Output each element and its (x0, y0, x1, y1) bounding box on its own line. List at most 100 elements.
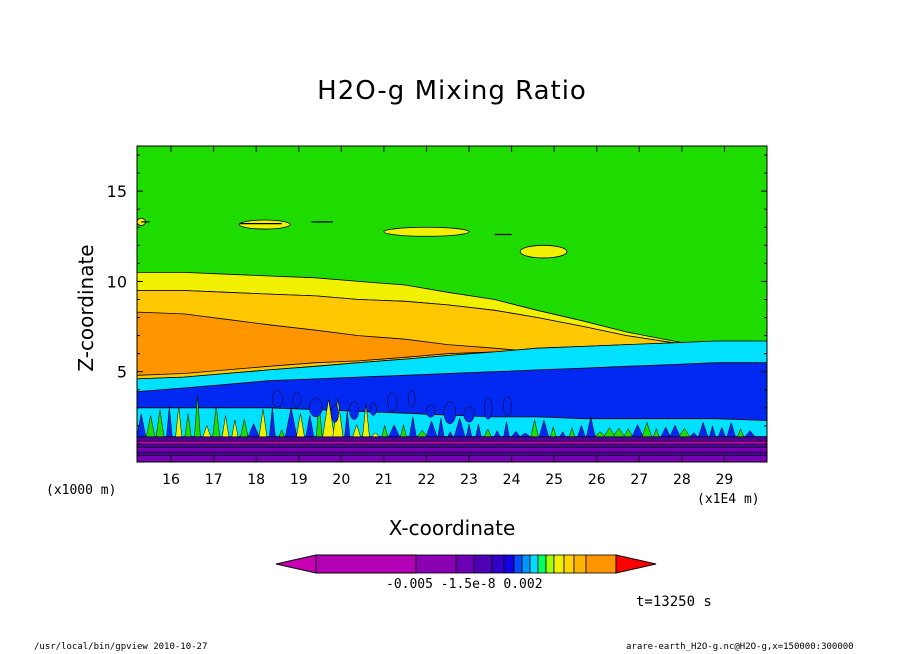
spike-1948 (315, 403, 323, 437)
spike-2938 (737, 428, 745, 437)
spike-2124 (388, 424, 401, 437)
spike-2652 (612, 427, 626, 437)
colorbar-seg-7 (521, 554, 531, 574)
spike-2080 (371, 432, 380, 437)
blotch-2165 (407, 390, 416, 408)
blotch-1850 (271, 390, 284, 408)
x-tick-label-24: 24 (503, 472, 521, 488)
y-axis-label: Z-coordinate (74, 244, 98, 372)
colorbar-seg-3 (473, 554, 493, 574)
spike-2410 (511, 430, 521, 437)
colorbar-labels: -0.005 -1.5e-8 0.002 (386, 577, 543, 592)
colorbar-seg-10 (545, 554, 555, 574)
y-axis-ticks: 5 10 15 (107, 154, 767, 445)
spike-1860 (278, 428, 285, 437)
x-tick-label-19: 19 (290, 472, 308, 488)
x-tick-label-21: 21 (375, 472, 393, 488)
spike-2828 (689, 432, 699, 437)
spike-2894 (717, 426, 726, 437)
spike-2036 (352, 423, 361, 437)
spike-1530 (137, 413, 147, 437)
spike-2520 (559, 431, 566, 437)
blotch-2300 (463, 406, 475, 423)
spike-1640 (184, 413, 192, 437)
spike-2454 (530, 419, 539, 437)
time-annotation: t=13250 s (636, 594, 712, 610)
blotch-2030 (349, 401, 359, 420)
colorbar-seg-1 (415, 554, 457, 574)
x-tick-label-28: 28 (673, 472, 691, 488)
spike-2498 (550, 425, 557, 437)
colorbar-seg-5 (503, 554, 515, 574)
x-scale-label: (x1E4 m) (697, 492, 760, 507)
x-tick-label-20: 20 (332, 472, 350, 488)
spike-2696 (631, 423, 644, 437)
blotch-1895 (292, 391, 301, 409)
spike-2586 (586, 416, 596, 437)
spike-2674 (623, 428, 633, 437)
colorbar-right-arrow (615, 554, 657, 574)
spike-2212 (425, 420, 438, 437)
x-tick-label-17: 17 (205, 472, 223, 488)
footer-right: arare-earth_H2O-g.nc@H2O-g,x=150000:3000… (626, 642, 854, 652)
blotch-2075 (369, 402, 377, 416)
spike-2740 (653, 427, 660, 437)
patch-1 (519, 244, 568, 259)
spike-2806 (678, 427, 691, 437)
colorbar-left-arrow (275, 554, 317, 574)
x-tick-label-25: 25 (545, 472, 563, 488)
ground-stripe-2 (137, 440, 767, 445)
spike-2014 (344, 411, 351, 437)
x-tick-label-22: 22 (418, 472, 436, 488)
spike-2322 (475, 424, 482, 437)
colorbar-seg-14 (585, 554, 617, 574)
spike-1552 (146, 415, 156, 437)
colorbar-seg-12 (563, 554, 575, 574)
y-tick-label-10: 10 (107, 272, 127, 291)
contour-layers (137, 272, 767, 462)
x-tick-label-23: 23 (460, 472, 478, 488)
spike-2190 (416, 429, 428, 437)
spike-1574 (155, 409, 165, 437)
spike-1882 (284, 407, 298, 437)
spike-1706 (212, 406, 220, 437)
y-tick-label-15: 15 (107, 182, 127, 201)
spike-1970 (322, 398, 335, 437)
spike-1684 (202, 424, 212, 437)
spike-2608 (593, 431, 607, 437)
spike-2784 (669, 424, 681, 437)
x-tick-label-29: 29 (716, 472, 734, 488)
spike-1816 (258, 409, 268, 437)
spike-2960 (744, 430, 756, 437)
x-axis-label: X-coordinate (388, 516, 516, 540)
spike-1596 (166, 406, 173, 437)
spike-1618 (175, 406, 183, 437)
spike-2872 (709, 424, 716, 437)
plot-frame (136, 145, 768, 463)
spike-2278 (453, 417, 466, 437)
spike-1794 (247, 422, 260, 437)
spike-2476 (538, 419, 550, 437)
spike-1728 (221, 415, 230, 437)
x-tick-label-16: 16 (162, 472, 180, 488)
footer-left: /usr/local/bin/gpview 2010-10-27 (34, 642, 208, 652)
spike-2762 (660, 426, 671, 437)
x-tick-label-26: 26 (588, 472, 606, 488)
colorbar-seg-11 (553, 554, 565, 574)
x-tick-label-27: 27 (630, 472, 648, 488)
spike-2168 (409, 416, 417, 437)
x-unit-label: (x1000 m) (46, 483, 117, 498)
spike-2916 (726, 421, 736, 437)
spike-2388 (503, 421, 510, 437)
spike-1904 (296, 413, 305, 437)
x-tick-label-18: 18 (247, 472, 265, 488)
blotch-1940 (308, 397, 323, 418)
spike-2564 (577, 424, 586, 437)
spike-1838 (269, 407, 276, 437)
spike-2718 (641, 421, 653, 437)
ground-stripe-0 (137, 455, 767, 462)
blotch-2120 (387, 392, 398, 412)
spike-2146 (400, 424, 407, 437)
spike-1772 (240, 419, 249, 437)
